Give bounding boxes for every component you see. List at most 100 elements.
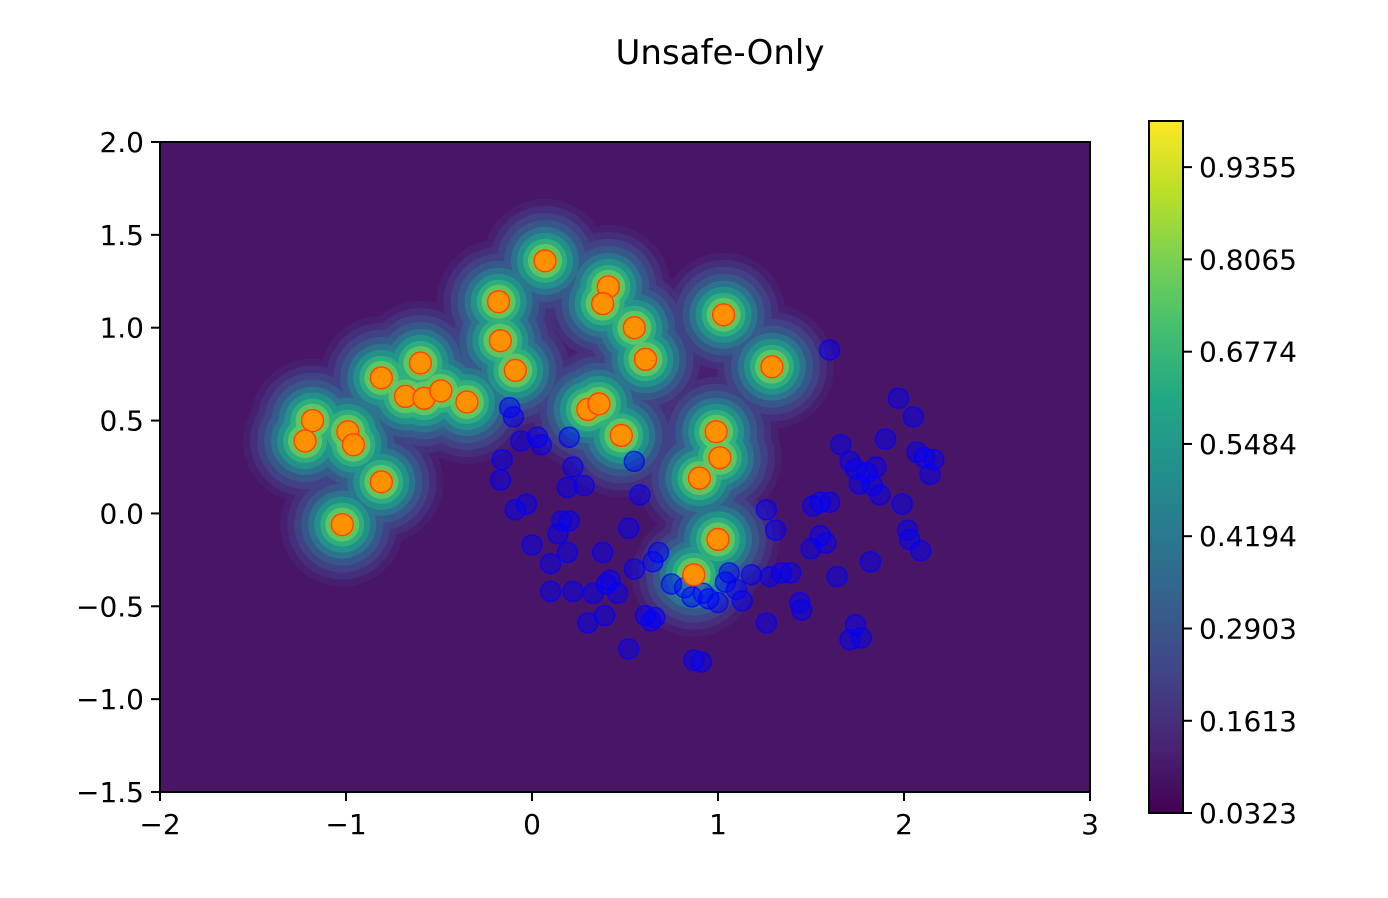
orange-point [708, 445, 732, 470]
colorbar-tick-label: 0.4194 [1199, 520, 1297, 553]
y-tick-label: −1.0 [76, 683, 144, 716]
blue-point [521, 534, 543, 556]
orange-point [369, 470, 394, 494]
colorbar-axis: 0.0323 0.1613 0.2903 0.4194 0.5484 0.6774 0.80… [1183, 151, 1297, 830]
x-tick-label: 2 [895, 808, 913, 841]
blue-point [764, 519, 787, 541]
orange-point [587, 392, 611, 416]
blue-point [489, 469, 512, 491]
blue-point [830, 433, 852, 456]
blue-point [865, 456, 887, 478]
blue-point [573, 474, 595, 497]
blue-point [923, 448, 945, 471]
colorbar [1149, 121, 1183, 813]
blue-point [844, 614, 867, 636]
blue-point [591, 541, 614, 564]
x-tick-label: 0 [523, 808, 541, 841]
blue-point [491, 448, 513, 471]
blue-point [909, 539, 932, 562]
blue-point [595, 573, 618, 595]
blue-point [599, 569, 621, 592]
orange-point [503, 358, 528, 383]
orange-point [408, 351, 433, 375]
blue-point [617, 517, 640, 540]
orange-point [486, 289, 511, 314]
orange-point [330, 512, 355, 537]
y-tick-label: 0.5 [99, 405, 144, 438]
orange-point [369, 366, 394, 390]
orange-point [711, 302, 736, 327]
colorbar-tick-label: 0.0323 [1199, 797, 1297, 830]
colorbar-tick-label: 0.9355 [1199, 151, 1297, 184]
blue-point [826, 565, 848, 588]
orange-point [760, 354, 784, 379]
y-tick-label: 1.0 [99, 312, 144, 345]
blue-point [725, 578, 748, 601]
orange-point [687, 466, 712, 490]
colorbar-tick-label: 0.6774 [1199, 336, 1297, 369]
orange-point [622, 315, 647, 340]
blue-point [874, 428, 897, 450]
blue-point [898, 528, 921, 551]
x-tick-label: −1 [325, 808, 366, 841]
blue-point [547, 523, 569, 545]
blue-point [779, 562, 802, 584]
colorbar-tick-label: 0.8065 [1199, 243, 1297, 276]
blue-point [902, 406, 925, 428]
orange-point [590, 291, 615, 316]
blue-point [644, 606, 666, 629]
blue-point [551, 510, 573, 532]
blue-point [755, 498, 778, 521]
blue-point [683, 649, 705, 671]
blue-point [504, 498, 527, 521]
blue-point [859, 550, 882, 573]
blue-point [629, 484, 651, 506]
y-tick-label: 2.0 [99, 126, 144, 159]
blue-point [660, 573, 683, 595]
blue-point [690, 651, 713, 673]
blue-point [850, 627, 872, 649]
blue-points-series [489, 339, 945, 673]
blue-point [515, 493, 538, 515]
orange-point [706, 527, 730, 552]
blue-point [815, 532, 837, 554]
blue-point [755, 612, 778, 634]
x-tick-label: 3 [1081, 808, 1099, 841]
y-tick-label: 0.0 [99, 497, 144, 530]
orange-point [341, 432, 366, 457]
blue-point [623, 558, 646, 580]
plot-frame [159, 141, 1091, 793]
x-tick-label: −2 [139, 808, 180, 841]
blue-point [869, 484, 891, 506]
y-tick-label: 1.5 [99, 219, 144, 252]
blue-point [790, 599, 813, 621]
colorbar-tick-label: 0.1613 [1199, 705, 1297, 738]
orange-point [704, 419, 728, 444]
blue-point [647, 541, 670, 564]
blue-point [530, 433, 553, 456]
blue-point [556, 476, 579, 499]
colorbar-frame [1148, 120, 1184, 814]
blue-point [562, 456, 584, 478]
y-axis: −1.5 −1.0 −0.5 0.0 0.5 1.0 1.5 2.0 [76, 126, 160, 809]
blue-point [740, 563, 763, 586]
orange-point [609, 423, 634, 448]
blue-point [558, 426, 580, 449]
blue-point [789, 591, 811, 614]
blue-point [539, 580, 562, 603]
orange-point [488, 328, 513, 353]
blue-point [731, 589, 753, 612]
blue-point [623, 450, 646, 473]
x-tick-label: 1 [709, 808, 727, 841]
orange-point [533, 249, 557, 273]
blue-point [510, 430, 532, 452]
blue-point [818, 491, 841, 514]
orange-point [633, 347, 658, 372]
blue-point [818, 339, 841, 361]
blue-point [617, 638, 640, 660]
y-tick-label: −1.5 [76, 776, 144, 809]
blue-point [539, 552, 562, 575]
blue-point [562, 580, 584, 603]
blue-point [593, 604, 616, 627]
blue-point [640, 610, 662, 632]
